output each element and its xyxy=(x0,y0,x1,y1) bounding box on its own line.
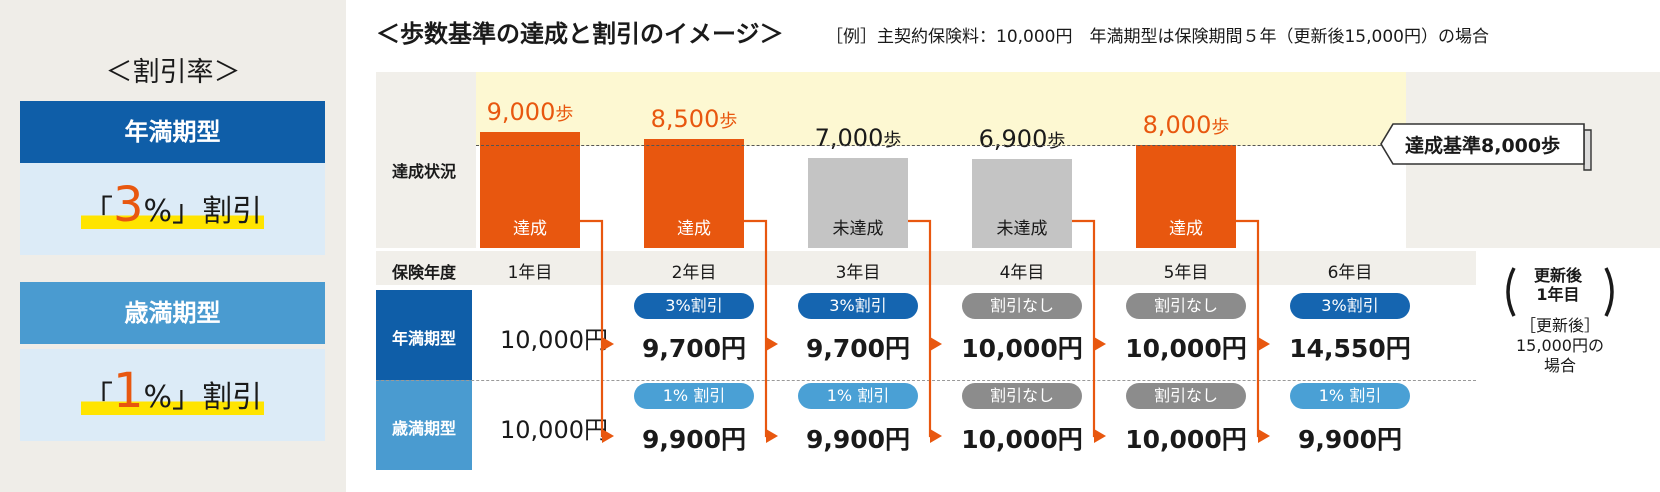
bar-status-label: 達成 xyxy=(677,219,711,239)
threshold-line xyxy=(476,145,1476,146)
steps-number: 8,000 xyxy=(1142,111,1212,139)
plan-a-rate-box: 「3%」割引 xyxy=(20,163,325,255)
discount-pill: 3%割引 xyxy=(798,293,918,319)
chart-note: ［例］主契約保険料：10,000円 年満期型は保険期間５年（更新後15,000円… xyxy=(826,27,1489,47)
year-row xyxy=(376,251,1476,285)
steps-value-label: 9,000歩 xyxy=(450,98,610,126)
plan-b-rate: 「1%」割引 xyxy=(80,363,265,419)
plan-a-rate: 「3%」割引 xyxy=(80,177,265,233)
chart-title: ＜歩数基準の達成と割引のイメージ＞ xyxy=(376,20,784,48)
year-label: 2年目 xyxy=(671,263,717,283)
discount-pill: 1% 割引 xyxy=(1290,383,1410,409)
arrow-head xyxy=(602,429,614,443)
arrow-head xyxy=(930,429,942,443)
renewal-brackets xyxy=(1506,267,1614,317)
step-bar xyxy=(480,132,580,248)
plan-b-rate-box: 「1%」割引 xyxy=(20,349,325,441)
discount-pill: 割引なし xyxy=(962,293,1082,319)
flow-connector xyxy=(1236,219,1260,438)
bar-status-label: 未達成 xyxy=(832,219,884,239)
plan-a-base-price: 10,000円 xyxy=(500,326,608,354)
premium-price: 10,000円 xyxy=(1125,334,1247,363)
steps-value-label: 8,000歩 xyxy=(1106,111,1266,139)
discount-pill: 3%割引 xyxy=(1290,293,1410,319)
year-label: 5年目 xyxy=(1163,263,1209,283)
achievement-zone xyxy=(476,72,1406,146)
flow-connector xyxy=(580,219,604,438)
step-bar xyxy=(644,138,744,248)
steps-unit: 歩 xyxy=(719,110,738,132)
arrow-head xyxy=(930,337,942,351)
premium-price: 9,900円 xyxy=(641,425,747,454)
premium-price: 9,700円 xyxy=(641,334,747,363)
steps-number: 6,900 xyxy=(978,125,1048,154)
steps-value-label: 6,900歩 xyxy=(942,125,1102,153)
plan-a-row-header xyxy=(376,290,472,380)
discount-pill: 割引なし xyxy=(1126,293,1246,319)
row-label-status: 達成状況 xyxy=(391,162,456,181)
arrow-head xyxy=(1258,337,1270,351)
flow-connector xyxy=(1072,219,1096,438)
discount-pill: 3%割引 xyxy=(634,293,754,319)
premium-price: 14,550円 xyxy=(1289,334,1411,363)
arrow-head xyxy=(1094,337,1106,351)
premium-price: 9,700円 xyxy=(805,334,911,363)
steps-unit: 歩 xyxy=(1047,131,1066,153)
premium-price: 9,900円 xyxy=(1297,425,1403,454)
year-label: 4年目 xyxy=(999,263,1045,283)
steps-number: 7,000 xyxy=(814,123,884,152)
renewal-note-year: 更新後 1年目 xyxy=(1533,266,1582,304)
premium-price: 10,000円 xyxy=(961,425,1083,454)
flow-connector xyxy=(908,219,932,438)
discount-rate-title: ＜割引率＞ xyxy=(105,57,241,88)
plan-a-label: 年満期型 xyxy=(20,101,325,163)
threshold-tag xyxy=(1380,123,1592,171)
discount-pill: 1% 割引 xyxy=(798,383,918,409)
row-divider xyxy=(376,380,1476,381)
step-bar xyxy=(808,157,908,248)
row-label-plan-b: 歳満期型 xyxy=(391,419,456,438)
arrow-head xyxy=(766,337,778,351)
discount-pill: 割引なし xyxy=(1126,383,1246,409)
premium-price: 9,900円 xyxy=(805,425,911,454)
renewal-note-price: ［更新後］ 15,000円の場合 xyxy=(1516,316,1604,375)
flow-connector xyxy=(744,219,768,438)
row-label-year: 保険年度 xyxy=(391,263,456,282)
plan-b-base-price: 10,000円 xyxy=(500,416,608,444)
arrow-head xyxy=(1258,429,1270,443)
bar-status-label: 達成 xyxy=(513,219,547,239)
step-bar xyxy=(1136,145,1236,248)
plan-b-label: 歳満期型 xyxy=(20,282,325,344)
premium-price: 10,000円 xyxy=(961,334,1083,363)
plan-b-row-header xyxy=(376,380,472,470)
bar-status-label: 未達成 xyxy=(996,219,1048,239)
premium-price: 10,000円 xyxy=(1125,425,1247,454)
discount-pill: 1% 割引 xyxy=(634,383,754,409)
arrow-head xyxy=(1094,429,1106,443)
steps-unit: 歩 xyxy=(1211,117,1230,138)
steps-unit: 歩 xyxy=(555,104,574,126)
steps-value-label: 8,500歩 xyxy=(614,105,774,133)
steps-number: 9,000 xyxy=(486,98,556,127)
steps-number: 8,500 xyxy=(650,104,720,133)
year-label: 3年目 xyxy=(835,263,881,283)
arrow-head xyxy=(766,429,778,443)
step-bar xyxy=(972,159,1072,248)
year-label: 1年目 xyxy=(507,263,553,283)
discount-pill: 割引なし xyxy=(962,383,1082,409)
row-label-plan-a: 年満期型 xyxy=(391,329,456,348)
arrow-head xyxy=(602,337,614,351)
year-label: 6年目 xyxy=(1327,263,1373,283)
threshold-label: 達成基準8,000歩 xyxy=(1405,135,1561,157)
bar-status-label: 達成 xyxy=(1169,219,1203,239)
